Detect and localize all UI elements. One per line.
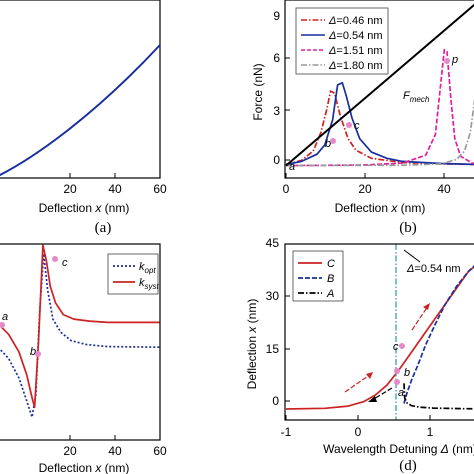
- panel-b-xlabel: Deflection x (nm): [335, 201, 426, 215]
- arrow-black-down: [371, 387, 393, 401]
- panel-b-series-4: [285, 3, 474, 167]
- panel-d-yticks: 45 30 15 0: [266, 236, 290, 408]
- panel-d-ytick: 0: [272, 394, 279, 408]
- panel-d-series-2: [403, 383, 474, 410]
- marker-b: [330, 138, 336, 144]
- panel-a-series-line: [0, 44, 161, 177]
- panel-b-ytick: 9: [273, 9, 280, 23]
- panel-c-xtick: 40: [108, 444, 122, 458]
- panel-d: Deflection x (nm) 45 30 15 0 -1 0 1 Wave…: [245, 236, 474, 474]
- panel-b-series-0: [285, 90, 474, 166]
- panel-d-legend: C B A: [292, 250, 344, 302]
- panel-b: Force (nN) 9 6 3 0 0 20 40 Deflection x …: [251, 0, 474, 236]
- panel-c: 20 40 60 Deflection x (nm) kopt ksyst a …: [0, 243, 167, 474]
- panel-b-plot: [285, 3, 474, 167]
- panel-b-series-3: [285, 97, 474, 167]
- annotation-c-a: a: [2, 311, 8, 323]
- panel-b-frame: [284, 0, 474, 179]
- legend-b-180: Δ=1.80 nm: [328, 60, 383, 72]
- panel-b-ytick: 3: [273, 104, 280, 118]
- panel-d-label: (d): [399, 458, 417, 474]
- annotation-c-b: b: [30, 346, 36, 358]
- panel-c-series-1: [0, 244, 160, 409]
- panel-d-ytick: 15: [266, 342, 280, 356]
- panel-b-series-1: [285, 81, 474, 166]
- panel-a-ticks: 20 40 60: [63, 173, 167, 196]
- legend-d-c: C: [327, 258, 335, 270]
- panel-c-xtick: 20: [63, 444, 77, 458]
- annotation-b: b: [325, 138, 331, 150]
- marker-d-a: [394, 379, 400, 385]
- panel-b-legend: Δ=0.46 nm Δ=0.54 nm Δ=1.51 nm Δ=1.80 nm: [295, 7, 389, 75]
- panel-b-xtick: 20: [358, 182, 372, 196]
- panel-d-xticks: -1 0 1: [281, 415, 434, 439]
- panel-b-ytick: 0: [273, 153, 280, 167]
- panel-c-xlabel: Deflection x (nm): [39, 461, 130, 474]
- annotation-c-c: c: [62, 257, 68, 269]
- panel-a: 20 40 60 Deflection x (nm) (a): [0, 0, 167, 236]
- panel-a-label: (a): [95, 220, 112, 236]
- panel-d-series-1: [403, 265, 474, 404]
- annotation-fmech: Fmech: [403, 90, 430, 104]
- panel-b-xtick: 0: [283, 182, 290, 196]
- arrow-red-mid-head: [423, 303, 430, 310]
- panel-d-xtick: -1: [281, 425, 292, 439]
- legend-b-046: Δ=0.46 nm: [328, 15, 383, 27]
- panel-d-ytick: 30: [266, 289, 280, 303]
- marker-d-b: [394, 368, 400, 374]
- panel-c-series-0: [0, 252, 161, 418]
- arrow-black-down-head: [368, 396, 377, 402]
- panel-a-xtick: 40: [108, 182, 122, 196]
- arrow-red-mid: [411, 305, 429, 331]
- panel-d-xtick: 0: [355, 425, 362, 439]
- panel-c-legend: kopt ksyst: [107, 253, 160, 295]
- legend-d-a: A: [326, 288, 334, 300]
- legend-d-b: B: [327, 273, 334, 285]
- marker-c-c: [52, 256, 58, 262]
- panel-c-xtick: 60: [153, 444, 167, 458]
- annotation-d-a: a: [398, 387, 404, 399]
- panel-a-frame: [0, 0, 161, 179]
- annotation-c: c: [354, 120, 360, 132]
- panel-a-xlabel: Deflection x (nm): [39, 201, 130, 215]
- marker-c-a: [0, 322, 5, 328]
- panel-c-plot: [0, 244, 161, 418]
- panel-b-ytick: 6: [273, 51, 280, 65]
- annotation-d-delta: Δ=0.54 nm: [406, 263, 461, 275]
- panel-b-xticks: 0 20 40: [283, 173, 451, 196]
- marker-c: [346, 122, 352, 128]
- panel-d-ylabel: Deflection x (nm): [245, 299, 259, 390]
- arrow-red-up-head: [366, 372, 373, 379]
- marker-p: [444, 58, 450, 64]
- panel-b-ylabel: Force (nN): [251, 63, 265, 120]
- panel-b-yticks: 9 6 3 0: [273, 9, 290, 167]
- panel-d-xlabel: Wavelength Detuning Δ (nm): [323, 442, 474, 456]
- marker-d-c: [399, 343, 405, 349]
- marker-c-b: [35, 351, 41, 357]
- panel-d-ytick: 45: [266, 236, 280, 250]
- panel-d-frame: [284, 243, 474, 421]
- panel-d-xtick: 1: [427, 425, 434, 439]
- panel-c-xticks: 20 40 60: [63, 435, 167, 458]
- legend-b-151: Δ=1.51 nm: [328, 45, 383, 57]
- legend-b-054: Δ=0.54 nm: [328, 30, 383, 42]
- annotation-d-b: b: [404, 367, 410, 379]
- panel-a-xtick: 60: [153, 182, 167, 196]
- annotation-p: p: [451, 54, 458, 66]
- panel-b-xtick: 40: [437, 182, 451, 196]
- panel-c-frame: [0, 243, 161, 441]
- arrow-red-up: [344, 373, 372, 393]
- annotation-a: a: [289, 161, 295, 173]
- annotation-d-c: c: [393, 341, 399, 353]
- panel-a-xtick: 20: [63, 182, 77, 196]
- panel-d-series-0: [285, 265, 474, 410]
- annotation-d-arrow: [403, 249, 421, 263]
- panel-b-label: (b): [399, 220, 417, 236]
- panel-d-plot: [285, 265, 474, 410]
